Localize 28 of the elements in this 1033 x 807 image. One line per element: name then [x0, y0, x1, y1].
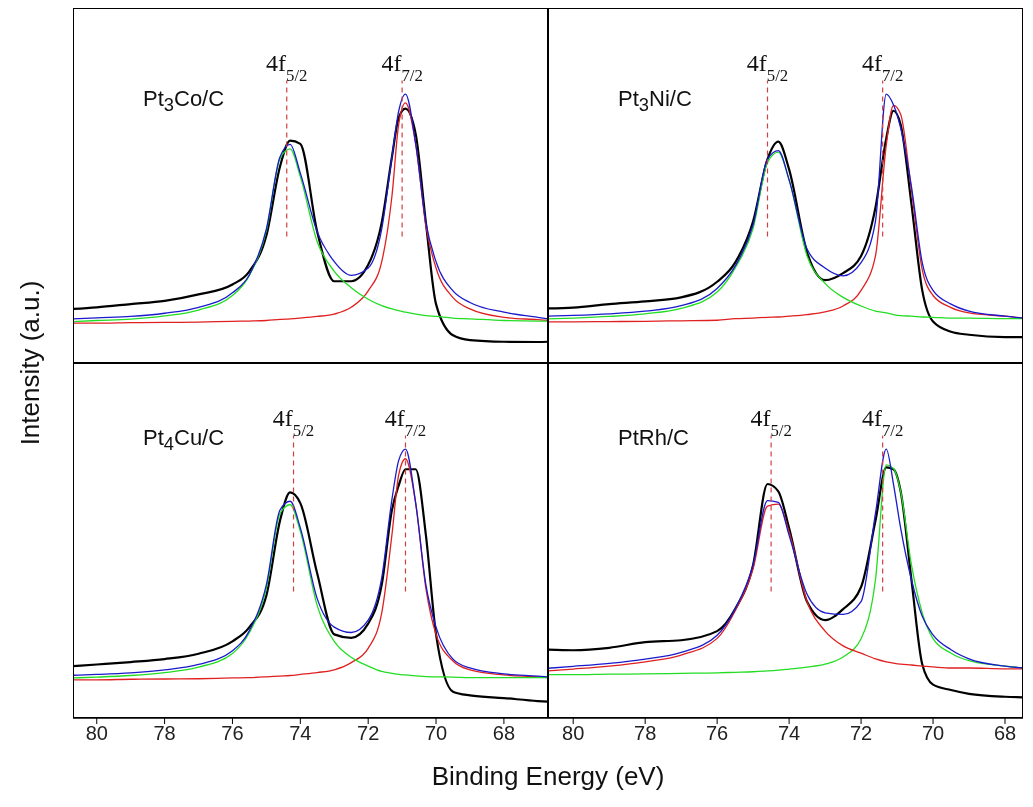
x-axis-title: Binding Energy (eV) [431, 760, 665, 792]
ref-line-label: 4f$_{7/2}$ [861, 404, 904, 440]
ref-line-label: 4f$_{5/2}$ [266, 49, 308, 85]
ref-line-label: 4f$_{5/2}$ [272, 404, 315, 440]
x-tick-label: 72 [357, 722, 380, 745]
x-tick-label: 76 [221, 722, 244, 745]
chart-title: Pt$_{3}$Ni/C [618, 86, 692, 117]
x-tick-label: 70 [424, 722, 448, 745]
chart-title: Pt$_{4}$Cu/C [143, 425, 225, 456]
y-axis-title: Intensity (a.u.) [14, 280, 46, 446]
x-tick-label: 68 [492, 722, 516, 745]
x-tick-label: 68 [993, 722, 1017, 745]
x-tick-label: 74 [777, 722, 801, 745]
chart-title: PtRh/C [618, 425, 689, 451]
x-tick-label: 80 [562, 722, 585, 745]
x-tick-label: 72 [849, 722, 873, 745]
x-tick-label: 74 [289, 722, 312, 745]
x-tick-label: 78 [634, 722, 657, 745]
x-tick-label: 78 [153, 722, 176, 745]
ref-line-label: 4f$_{7/2}$ [381, 49, 423, 85]
x-tick-label: 76 [706, 722, 729, 745]
ref-line-label: 4f$_{5/2}$ [746, 49, 789, 85]
chart-title: Pt$_{3}$Co/C [143, 86, 225, 117]
ref-line-label: 4f$_{7/2}$ [384, 404, 427, 440]
ref-line-label: 4f$_{7/2}$ [861, 49, 904, 85]
x-tick-label: 80 [85, 722, 108, 745]
x-tick-label: 70 [921, 722, 945, 745]
ref-line-label: 4f$_{5/2}$ [750, 404, 792, 440]
